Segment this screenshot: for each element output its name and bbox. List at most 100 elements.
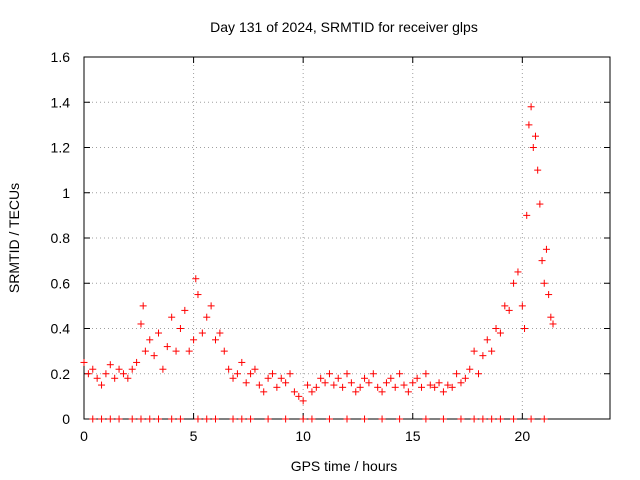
data-point bbox=[312, 383, 320, 391]
data-point bbox=[220, 347, 228, 355]
data-point bbox=[514, 268, 522, 276]
data-point bbox=[466, 365, 474, 373]
data-point bbox=[339, 383, 347, 391]
data-point bbox=[426, 381, 434, 389]
data-point bbox=[192, 275, 200, 283]
data-point bbox=[343, 370, 351, 378]
data-point bbox=[216, 329, 224, 337]
data-point-zero bbox=[168, 415, 176, 423]
y-tick-label: 0 bbox=[62, 411, 70, 427]
plot-frame bbox=[83, 56, 611, 420]
data-point bbox=[439, 388, 447, 396]
data-point bbox=[461, 374, 469, 382]
data-point bbox=[334, 374, 342, 382]
data-point-zero bbox=[540, 415, 548, 423]
data-point bbox=[190, 336, 198, 344]
data-point bbox=[102, 370, 110, 378]
chart-title: Day 131 of 2024, SRMTID for receiver glp… bbox=[210, 19, 478, 35]
data-point bbox=[523, 211, 531, 219]
data-point bbox=[141, 347, 149, 355]
data-point bbox=[510, 279, 518, 287]
data-point bbox=[378, 388, 386, 396]
data-point-zero bbox=[106, 415, 114, 423]
data-point bbox=[369, 370, 377, 378]
y-tick-label: 1.6 bbox=[51, 49, 71, 65]
data-point bbox=[549, 320, 557, 328]
data-point bbox=[203, 313, 211, 321]
data-point bbox=[264, 374, 272, 382]
data-point bbox=[374, 383, 382, 391]
data-point-zero bbox=[479, 415, 487, 423]
data-point bbox=[347, 379, 355, 387]
data-point bbox=[185, 347, 193, 355]
data-point bbox=[89, 365, 97, 373]
data-point bbox=[540, 279, 548, 287]
data-point bbox=[409, 379, 417, 387]
y-tick-label: 0.2 bbox=[51, 366, 71, 382]
data-point bbox=[356, 383, 364, 391]
y-tick-label: 1.4 bbox=[51, 94, 71, 110]
data-point-zero bbox=[264, 415, 272, 423]
data-point bbox=[273, 383, 281, 391]
data-point-zero bbox=[361, 415, 369, 423]
x-tick-label: 10 bbox=[295, 428, 311, 444]
data-point bbox=[321, 379, 329, 387]
data-point bbox=[396, 370, 404, 378]
data-point bbox=[115, 365, 123, 373]
data-point bbox=[119, 370, 127, 378]
data-point bbox=[146, 336, 154, 344]
data-point bbox=[260, 388, 268, 396]
data-point bbox=[534, 166, 542, 174]
data-point bbox=[233, 370, 241, 378]
data-point-zero bbox=[282, 415, 290, 423]
data-point bbox=[325, 370, 333, 378]
data-point bbox=[80, 358, 88, 366]
data-point bbox=[525, 121, 533, 129]
data-point bbox=[505, 306, 513, 314]
x-tick-label: 5 bbox=[190, 428, 198, 444]
data-point-zero bbox=[115, 415, 123, 423]
y-tick-label: 0.6 bbox=[51, 275, 71, 291]
data-point bbox=[268, 370, 276, 378]
data-point bbox=[155, 329, 163, 337]
data-point bbox=[111, 374, 119, 382]
data-point bbox=[282, 379, 290, 387]
data-point-zero bbox=[229, 415, 237, 423]
data-point bbox=[538, 257, 546, 265]
data-point bbox=[290, 388, 298, 396]
data-point-zero bbox=[488, 415, 496, 423]
data-point bbox=[181, 306, 189, 314]
data-point-zero bbox=[527, 415, 535, 423]
y-tick-label: 0.8 bbox=[51, 230, 71, 246]
data-point bbox=[529, 144, 537, 151]
data-point bbox=[448, 383, 456, 391]
data-point bbox=[295, 392, 303, 400]
data-point bbox=[404, 388, 412, 396]
data-point bbox=[98, 381, 106, 389]
y-tick-label: 1 bbox=[62, 185, 70, 201]
data-point bbox=[242, 379, 250, 387]
data-point bbox=[531, 132, 539, 140]
data-point bbox=[413, 374, 421, 382]
data-point bbox=[150, 352, 158, 360]
data-point bbox=[198, 329, 206, 337]
data-point bbox=[457, 379, 465, 387]
data-point bbox=[317, 374, 325, 382]
data-point bbox=[527, 103, 535, 111]
data-point bbox=[247, 370, 255, 378]
data-points bbox=[80, 103, 557, 423]
grid bbox=[84, 57, 610, 419]
data-point bbox=[93, 374, 101, 382]
data-point bbox=[225, 365, 233, 373]
x-tick-label: 20 bbox=[515, 428, 531, 444]
data-point bbox=[418, 383, 426, 391]
data-point bbox=[194, 291, 202, 299]
data-point bbox=[431, 383, 439, 391]
data-point bbox=[521, 325, 529, 332]
data-point bbox=[124, 374, 132, 382]
x-tick-label: 0 bbox=[80, 428, 88, 444]
data-point bbox=[299, 397, 307, 405]
data-point-zero bbox=[137, 415, 145, 423]
data-point-zero bbox=[146, 415, 154, 423]
